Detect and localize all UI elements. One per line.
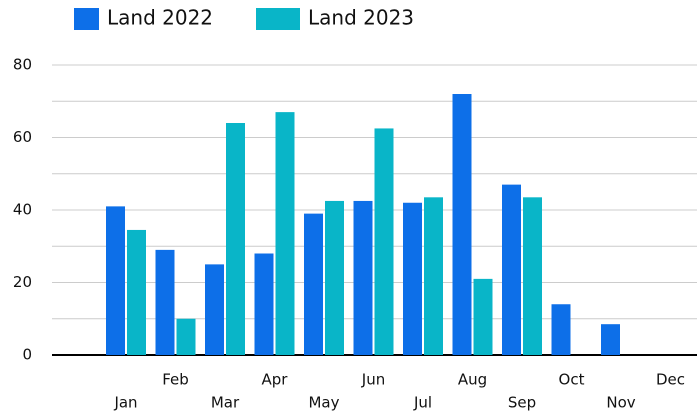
x-tick-label: Sep [508,394,536,412]
legend-label: Land 2022 [107,6,213,30]
bar [127,229,146,355]
bar [155,249,175,355]
bar [452,94,472,355]
x-tick-label: Aug [458,371,487,389]
bar [473,278,493,355]
bar [353,200,373,355]
bar [275,112,295,355]
x-tick-label: May [308,394,339,412]
legend-swatch [74,8,99,30]
bar [523,197,542,355]
bar [304,213,323,355]
y-tick-label: 60 [13,128,32,146]
y-tick-label: 20 [13,273,32,291]
bar [226,123,245,355]
bar [176,318,196,355]
y-tick-label: 80 [13,56,32,74]
x-tick-label: Jul [413,394,432,412]
x-tick-label: Nov [606,394,635,412]
x-tick-label: Mar [211,394,240,412]
legend-label: Land 2023 [308,6,414,30]
bar [205,264,224,355]
x-tick-label: Feb [162,371,189,389]
legend-swatch [256,8,300,30]
y-tick-label: 40 [13,201,32,219]
bar [601,324,620,355]
x-tick-label: Jan [113,394,137,412]
x-tick-label: Jun [361,371,385,389]
x-tick-label: Dec [656,371,685,389]
bar [325,200,344,355]
x-tick-label: Apr [262,371,289,389]
x-tick-label: Oct [559,371,585,389]
bar [403,202,422,355]
bar [551,304,571,355]
bar [374,128,394,355]
bar [106,206,125,355]
bar [502,184,521,355]
bar [254,253,274,355]
bar [424,197,443,355]
y-tick-label: 0 [22,346,32,364]
